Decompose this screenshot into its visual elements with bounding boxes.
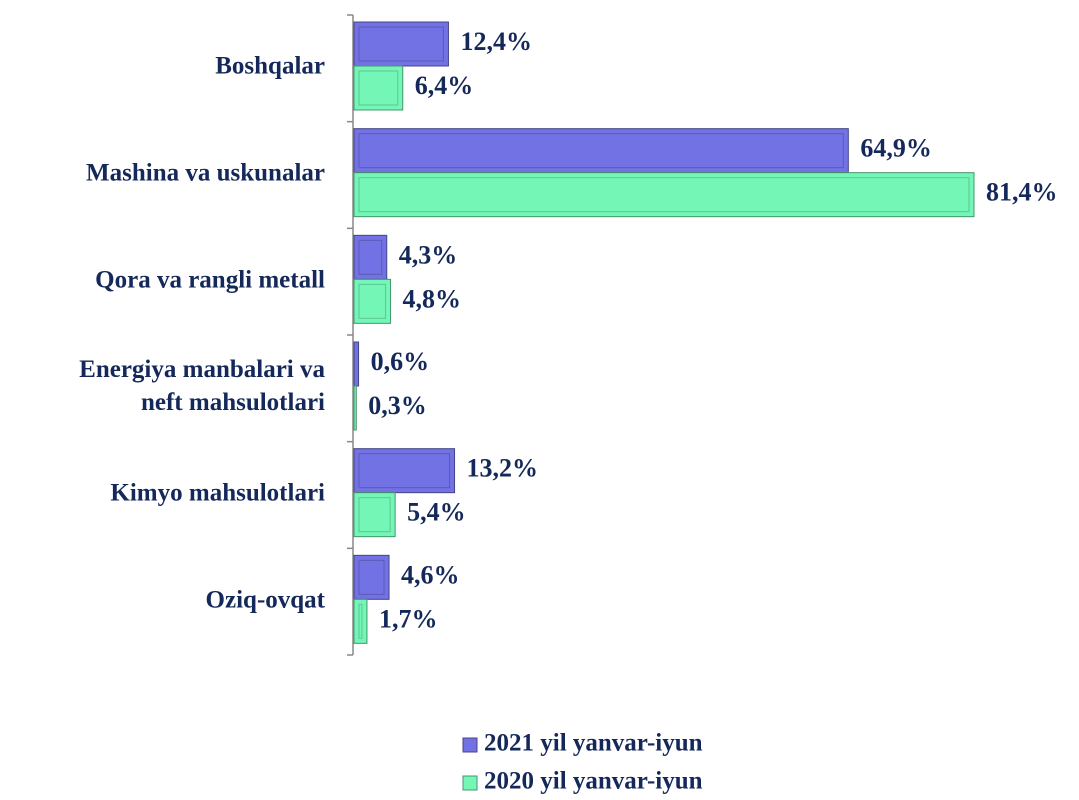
legend-swatch: [462, 775, 478, 791]
value-label: 1,7%: [379, 604, 438, 633]
value-label: 64,9%: [860, 134, 932, 163]
category-label: Kimyo mahsulotlari: [110, 479, 325, 507]
bar-bevel: [358, 497, 391, 533]
category-label: Qora va rangli metall: [95, 266, 325, 294]
bar-bevel: [358, 26, 444, 62]
bar-bevel: [358, 177, 970, 213]
value-label: 0,6%: [371, 347, 430, 376]
bar-bevel: [358, 453, 451, 489]
legend-swatch: [462, 737, 478, 753]
bar: [353, 385, 357, 431]
bar: [353, 172, 975, 218]
category-label: Boshqalar: [215, 52, 325, 80]
value-label: 4,6%: [401, 560, 460, 589]
value-label: 81,4%: [986, 178, 1058, 207]
bar: [353, 65, 404, 111]
bar-bevel: [358, 133, 844, 169]
bar: [353, 341, 360, 387]
value-label: 4,8%: [403, 284, 462, 313]
value-label: 13,2%: [467, 454, 539, 483]
bar: [353, 278, 392, 324]
category-label: Mashina va uskunalar: [86, 159, 325, 187]
value-label: 0,3%: [368, 391, 427, 420]
category-label: Energiya manbalari va neft mahsulotlari: [79, 356, 325, 417]
bar-bevel: [358, 603, 363, 639]
bar-bevel: [358, 239, 383, 275]
category-label: Oziq-ovqat: [205, 586, 325, 614]
bar: [353, 554, 390, 600]
bar: [353, 598, 368, 644]
value-label: 4,3%: [399, 240, 458, 269]
value-label: 5,4%: [407, 498, 466, 527]
bar-bevel: [358, 70, 399, 106]
bar: [353, 448, 456, 494]
legend-label: 2020 yil yanvar-iyun: [484, 768, 703, 795]
bar-bevel: [358, 283, 387, 319]
bar: [353, 21, 449, 67]
value-label: 6,4%: [415, 71, 474, 100]
value-label: 12,4%: [460, 27, 531, 56]
bar: [353, 128, 849, 174]
bar: [353, 492, 396, 538]
legend-label: 2021 yil yanvar-iyun: [484, 730, 703, 757]
bar-bevel: [358, 559, 385, 595]
